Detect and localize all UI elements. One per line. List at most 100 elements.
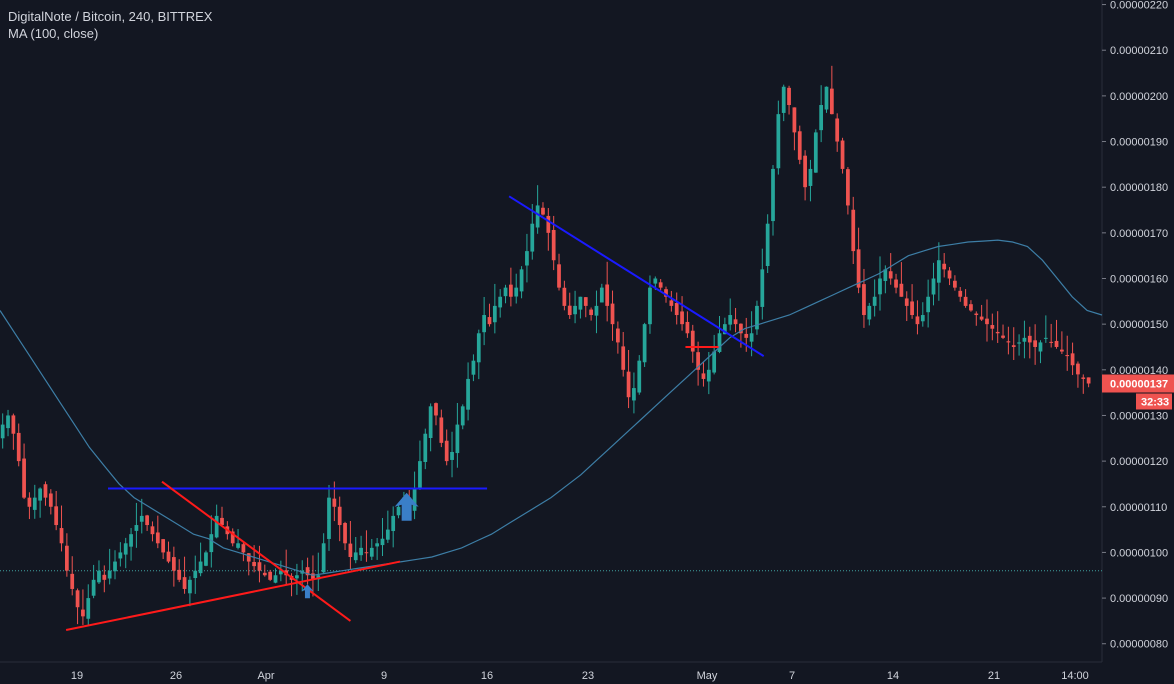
candle-body [193,570,198,579]
candle-body [535,205,540,228]
candle-body [337,506,342,526]
candle-body [562,287,567,306]
y-tick-label: 0.00000100 [1110,547,1168,559]
candle-body [1065,355,1070,357]
x-tick-label: 21 [988,670,1000,682]
candle-body [642,324,647,363]
candle-body [476,333,481,363]
candle-body [985,318,989,325]
candle-body [123,543,128,555]
candle-body [107,570,112,579]
y-tick-label: 0.00000180 [1110,182,1168,194]
candle-body [749,333,754,342]
candle-body [262,572,267,576]
candle-body [936,260,941,283]
y-tick-label: 0.00000120 [1110,456,1168,468]
candle-body [177,569,182,580]
candle-body [594,305,599,316]
candle-body [455,424,460,454]
candle-body [171,557,176,571]
y-tick-label: 0.00000190 [1110,137,1168,149]
y-tick-label: 0.00000110 [1110,502,1167,514]
candle-body [765,223,770,267]
candle-body [712,351,717,373]
candle-body [139,515,144,522]
candle-body [0,424,5,439]
candle-body [6,415,10,429]
candle-body [273,575,278,583]
candle-body [648,287,652,325]
candle-body [498,296,503,308]
candle-body [910,301,914,316]
candle-body [444,440,449,462]
candle-body [102,574,107,580]
candle-body [1070,353,1075,366]
candle-body [385,529,390,540]
candle-body [460,406,465,426]
x-tick-label: 16 [481,670,493,682]
candle-body [626,371,631,398]
candle-body [883,269,888,281]
candle-body [1017,342,1021,344]
candle-body [990,325,995,329]
x-tick-label: May [697,670,718,682]
candle-body [514,287,519,297]
candle-body [295,575,299,579]
y-tick-label: 0.00000220 [1110,0,1168,12]
candle-body [503,287,508,297]
x-tick-label: 14 [887,670,899,682]
candle-body [1076,363,1080,375]
candle-body [599,287,604,303]
y-tick-label: 0.00000150 [1110,319,1168,331]
candle-body [64,545,69,571]
candle-body [744,333,749,338]
current-price-tag [1102,374,1174,393]
x-tick-label: 14:00 [1061,670,1089,682]
descending-trendline [161,480,352,622]
candle-body [904,298,909,306]
candle-body [32,497,37,510]
candle-body [43,484,48,498]
candle-body [209,534,214,553]
candle-body [118,552,123,559]
candle-body [353,552,358,561]
candle-body [942,263,947,270]
candle-body [1006,341,1011,343]
candle-body [803,155,807,188]
y-tick-label: 0.00000130 [1110,410,1168,422]
candle-body [1022,337,1027,342]
up-arrow-icon [394,492,419,521]
candle-body [856,249,861,288]
candle-body [674,302,679,316]
candle-body [278,570,283,575]
candle-body [979,316,984,320]
candle-body [59,528,64,544]
candle-body [781,86,786,113]
candle-body [198,561,203,574]
candle-body [551,229,556,261]
candle-body [471,360,476,375]
candle-body [771,168,775,222]
candle-body [541,207,545,215]
candle-body [241,544,246,553]
candle-body [375,543,380,547]
candle-body [492,305,497,323]
candle-body [840,140,845,169]
candle-body [701,373,706,379]
candle-body [846,169,850,206]
candle-body [888,271,893,279]
candle-body [166,551,171,562]
candle-body [867,305,872,320]
candle-body [161,539,166,553]
candle-body [1038,342,1043,352]
candle-body [653,278,658,284]
chart-legend: DigitalNote / Bitcoin, 240, BITTREX MA (… [8,8,212,42]
candle-body [621,346,626,370]
candle-body [706,369,711,382]
y-tick-label: 0.00000140 [1110,365,1168,377]
candle-body [434,403,438,416]
price-axis-area [1102,0,1174,684]
candle-body [188,579,192,594]
candle-body [145,515,149,526]
